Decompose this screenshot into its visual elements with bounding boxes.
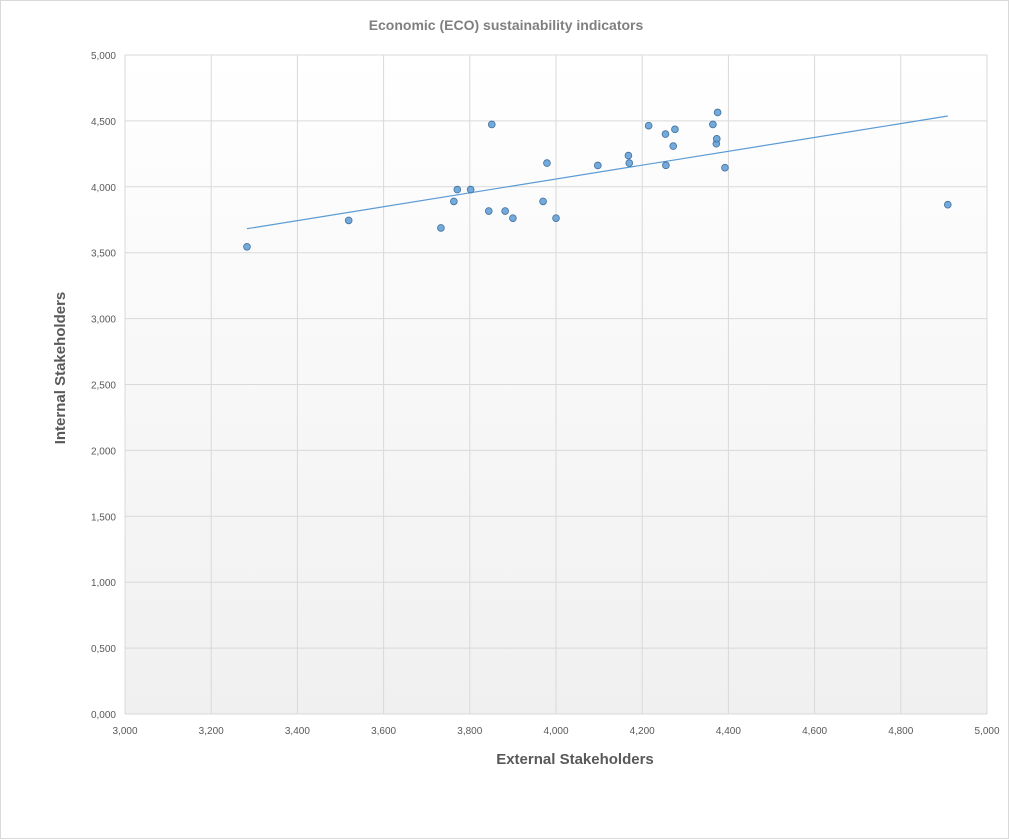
x-tick-label: 4,600 [802, 726, 827, 737]
y-tick-label: 3,500 [91, 249, 116, 260]
data-point [484, 207, 493, 215]
data-point [709, 120, 717, 129]
y-tick-label: 5,000 [91, 51, 116, 62]
x-axis-title: External Stakeholders [496, 751, 654, 768]
x-tick-label: 3,000 [112, 726, 137, 737]
data-point [712, 135, 721, 143]
data-point [543, 159, 551, 167]
y-tick-label: 1,000 [91, 578, 116, 589]
y-tick-label: 2,500 [91, 381, 116, 392]
data-point [450, 197, 458, 206]
y-tick-label: 4,500 [91, 117, 116, 128]
data-point [453, 185, 462, 194]
data-point [487, 120, 496, 129]
x-tick-label: 3,200 [199, 726, 224, 737]
data-point [243, 242, 251, 251]
data-point [552, 214, 560, 222]
x-tick-label: 4,000 [543, 726, 568, 737]
data-point [437, 224, 445, 232]
x-tick-label: 3,600 [371, 726, 396, 737]
data-point [509, 214, 517, 222]
data-point [669, 142, 678, 150]
x-tick-label: 4,200 [630, 726, 655, 737]
y-tick-label: 0,000 [91, 710, 116, 721]
data-point [594, 161, 602, 170]
data-points [243, 108, 952, 251]
data-point [671, 125, 679, 134]
tick-labels: 3,000 3,200 3,400 3,600 3,800 4,000 4,200 4,400… [91, 51, 1000, 737]
gridlines [124, 54, 988, 715]
x-tick-label: 3,400 [285, 726, 310, 737]
y-tick-label: 3,000 [91, 315, 116, 326]
x-tick-label: 5,000 [974, 726, 999, 737]
data-point [644, 121, 653, 130]
trendline [246, 115, 948, 230]
y-tick-label: 0,500 [91, 644, 116, 655]
y-axis-title: Internal Stakeholders [52, 292, 69, 445]
y-tick-label: 1,500 [91, 512, 116, 523]
data-point [625, 159, 634, 167]
x-tick-label: 4,800 [888, 726, 913, 737]
data-point [624, 151, 633, 160]
chart-title: Economic (ECO) sustainability indicators [369, 17, 644, 33]
y-tick-label: 2,000 [91, 446, 116, 457]
data-point [713, 108, 722, 117]
data-point [466, 185, 475, 194]
data-point [721, 163, 729, 172]
data-point [943, 200, 952, 209]
data-point [501, 207, 509, 215]
data-point [539, 197, 547, 206]
x-tick-label: 4,400 [716, 726, 741, 737]
data-point [662, 161, 670, 170]
data-point [344, 216, 353, 225]
y-tick-label: 4,000 [91, 183, 116, 194]
data-point [661, 130, 670, 138]
x-tick-label: 3,800 [457, 726, 482, 737]
